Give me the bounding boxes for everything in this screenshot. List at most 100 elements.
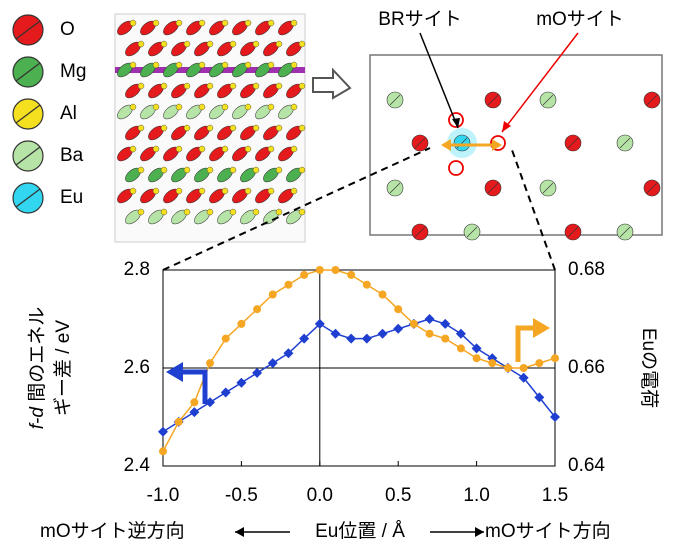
crystal-atom: [299, 167, 305, 173]
crystal-atom: [184, 83, 190, 89]
crystal-atom: [245, 20, 251, 26]
crystal-atom: [291, 146, 297, 152]
y-tick-label: 2.8: [124, 259, 150, 280]
marker: [300, 271, 308, 279]
marker: [535, 359, 543, 367]
y-axis-label-italic: f-d: [27, 406, 48, 430]
crystal-atom: [268, 62, 274, 68]
crystal-atom: [268, 188, 274, 194]
marker: [316, 266, 324, 274]
x-axis-label: Eu位置 / Å: [315, 520, 405, 542]
crystal-atom: [299, 209, 305, 215]
crystal-atom: [130, 20, 136, 26]
crystal-atom: [253, 167, 259, 173]
crystal-atom: [291, 104, 297, 110]
crystal-atom: [138, 83, 144, 89]
marker: [159, 447, 167, 455]
zoom-arrow: [313, 70, 350, 98]
crystal-atom: [222, 188, 228, 194]
marker: [347, 271, 355, 279]
crystal-atom: [153, 188, 159, 194]
crystal-atom: [222, 104, 228, 110]
x-tick-label: -0.5: [225, 485, 258, 506]
crystal-atom: [176, 20, 182, 26]
marker: [346, 334, 356, 344]
crystal-atom: [245, 62, 251, 68]
x-axis-label-right: mOサイト方向: [485, 520, 611, 542]
crystal-structure: [115, 14, 305, 242]
crystal-atom: [230, 83, 236, 89]
x-tick-label: 1.5: [542, 485, 568, 506]
crystal-atom: [245, 188, 251, 194]
crystal-atom: [276, 209, 282, 215]
crystal-atom: [138, 167, 144, 173]
marker: [331, 266, 339, 274]
legend-label: Ba: [60, 145, 84, 166]
legend-label: Al: [60, 103, 77, 124]
marker: [221, 388, 231, 398]
marker: [393, 324, 403, 334]
crystal-atom: [161, 167, 167, 173]
x-axis-label-left: mOサイト逆方向: [40, 520, 185, 542]
crystal-atom: [276, 167, 282, 173]
crystal-atom: [138, 125, 144, 131]
axis-indicator: [518, 328, 534, 362]
crystal-atom: [291, 188, 297, 194]
crystal-atom: [184, 125, 190, 131]
y-axis-label-line: f-d 間のエネル: [27, 307, 48, 429]
marker: [269, 291, 277, 299]
crystal-atom: [230, 167, 236, 173]
atom-legend: OMgAlBaEu: [13, 15, 86, 213]
marker: [252, 368, 262, 378]
marker: [253, 305, 261, 313]
y2-tick-label: 0.68: [568, 259, 605, 280]
crystal-atom: [153, 20, 159, 26]
marker: [175, 418, 183, 426]
legend-label: Eu: [60, 187, 83, 208]
crystal-atom: [276, 83, 282, 89]
crystal-atom: [199, 188, 205, 194]
marker: [473, 354, 481, 362]
marker: [189, 407, 199, 417]
crystal-atom: [268, 146, 274, 152]
crystal-atom: [138, 41, 144, 47]
crystal-atom: [230, 125, 236, 131]
crystal-atom: [199, 104, 205, 110]
crystal-atom: [222, 146, 228, 152]
marker: [362, 334, 372, 344]
marker: [504, 364, 512, 372]
crystal-atom: [253, 125, 259, 131]
crystal-atom: [176, 188, 182, 194]
crystal-atom: [207, 83, 213, 89]
site-label: BRサイト: [378, 9, 461, 30]
marker: [379, 291, 387, 299]
marker: [457, 344, 465, 352]
crystal-atom: [130, 146, 136, 152]
legend-label: O: [60, 19, 75, 40]
marker: [440, 319, 450, 329]
x-tick-label: 0.0: [307, 485, 333, 506]
crystal-atom: [222, 62, 228, 68]
crystal-atom: [207, 41, 213, 47]
y-tick-label: 2.4: [124, 455, 151, 476]
marker: [330, 329, 340, 339]
crystal-atom: [153, 146, 159, 152]
crystal-atom: [207, 209, 213, 215]
marker: [378, 329, 388, 339]
y2-tick-label: 0.66: [568, 357, 605, 378]
marker: [520, 364, 528, 372]
marker: [284, 281, 292, 289]
crystal-atom: [299, 83, 305, 89]
crystal-atom: [176, 104, 182, 110]
y2-axis-label: Euの電荷: [638, 328, 660, 408]
figure: BRサイト mOサイト OMgAlBaEu 2.42.62.80.640.660…: [0, 0, 673, 552]
crystal-atom: [207, 167, 213, 173]
crystal-atom: [253, 209, 259, 215]
crystal-atom: [245, 104, 251, 110]
crystal-atom: [230, 41, 236, 47]
crystal-atom: [130, 62, 136, 68]
series-line: [163, 319, 555, 432]
crystal-atom: [299, 125, 305, 131]
crystal-atom: [161, 83, 167, 89]
marker: [236, 378, 246, 388]
